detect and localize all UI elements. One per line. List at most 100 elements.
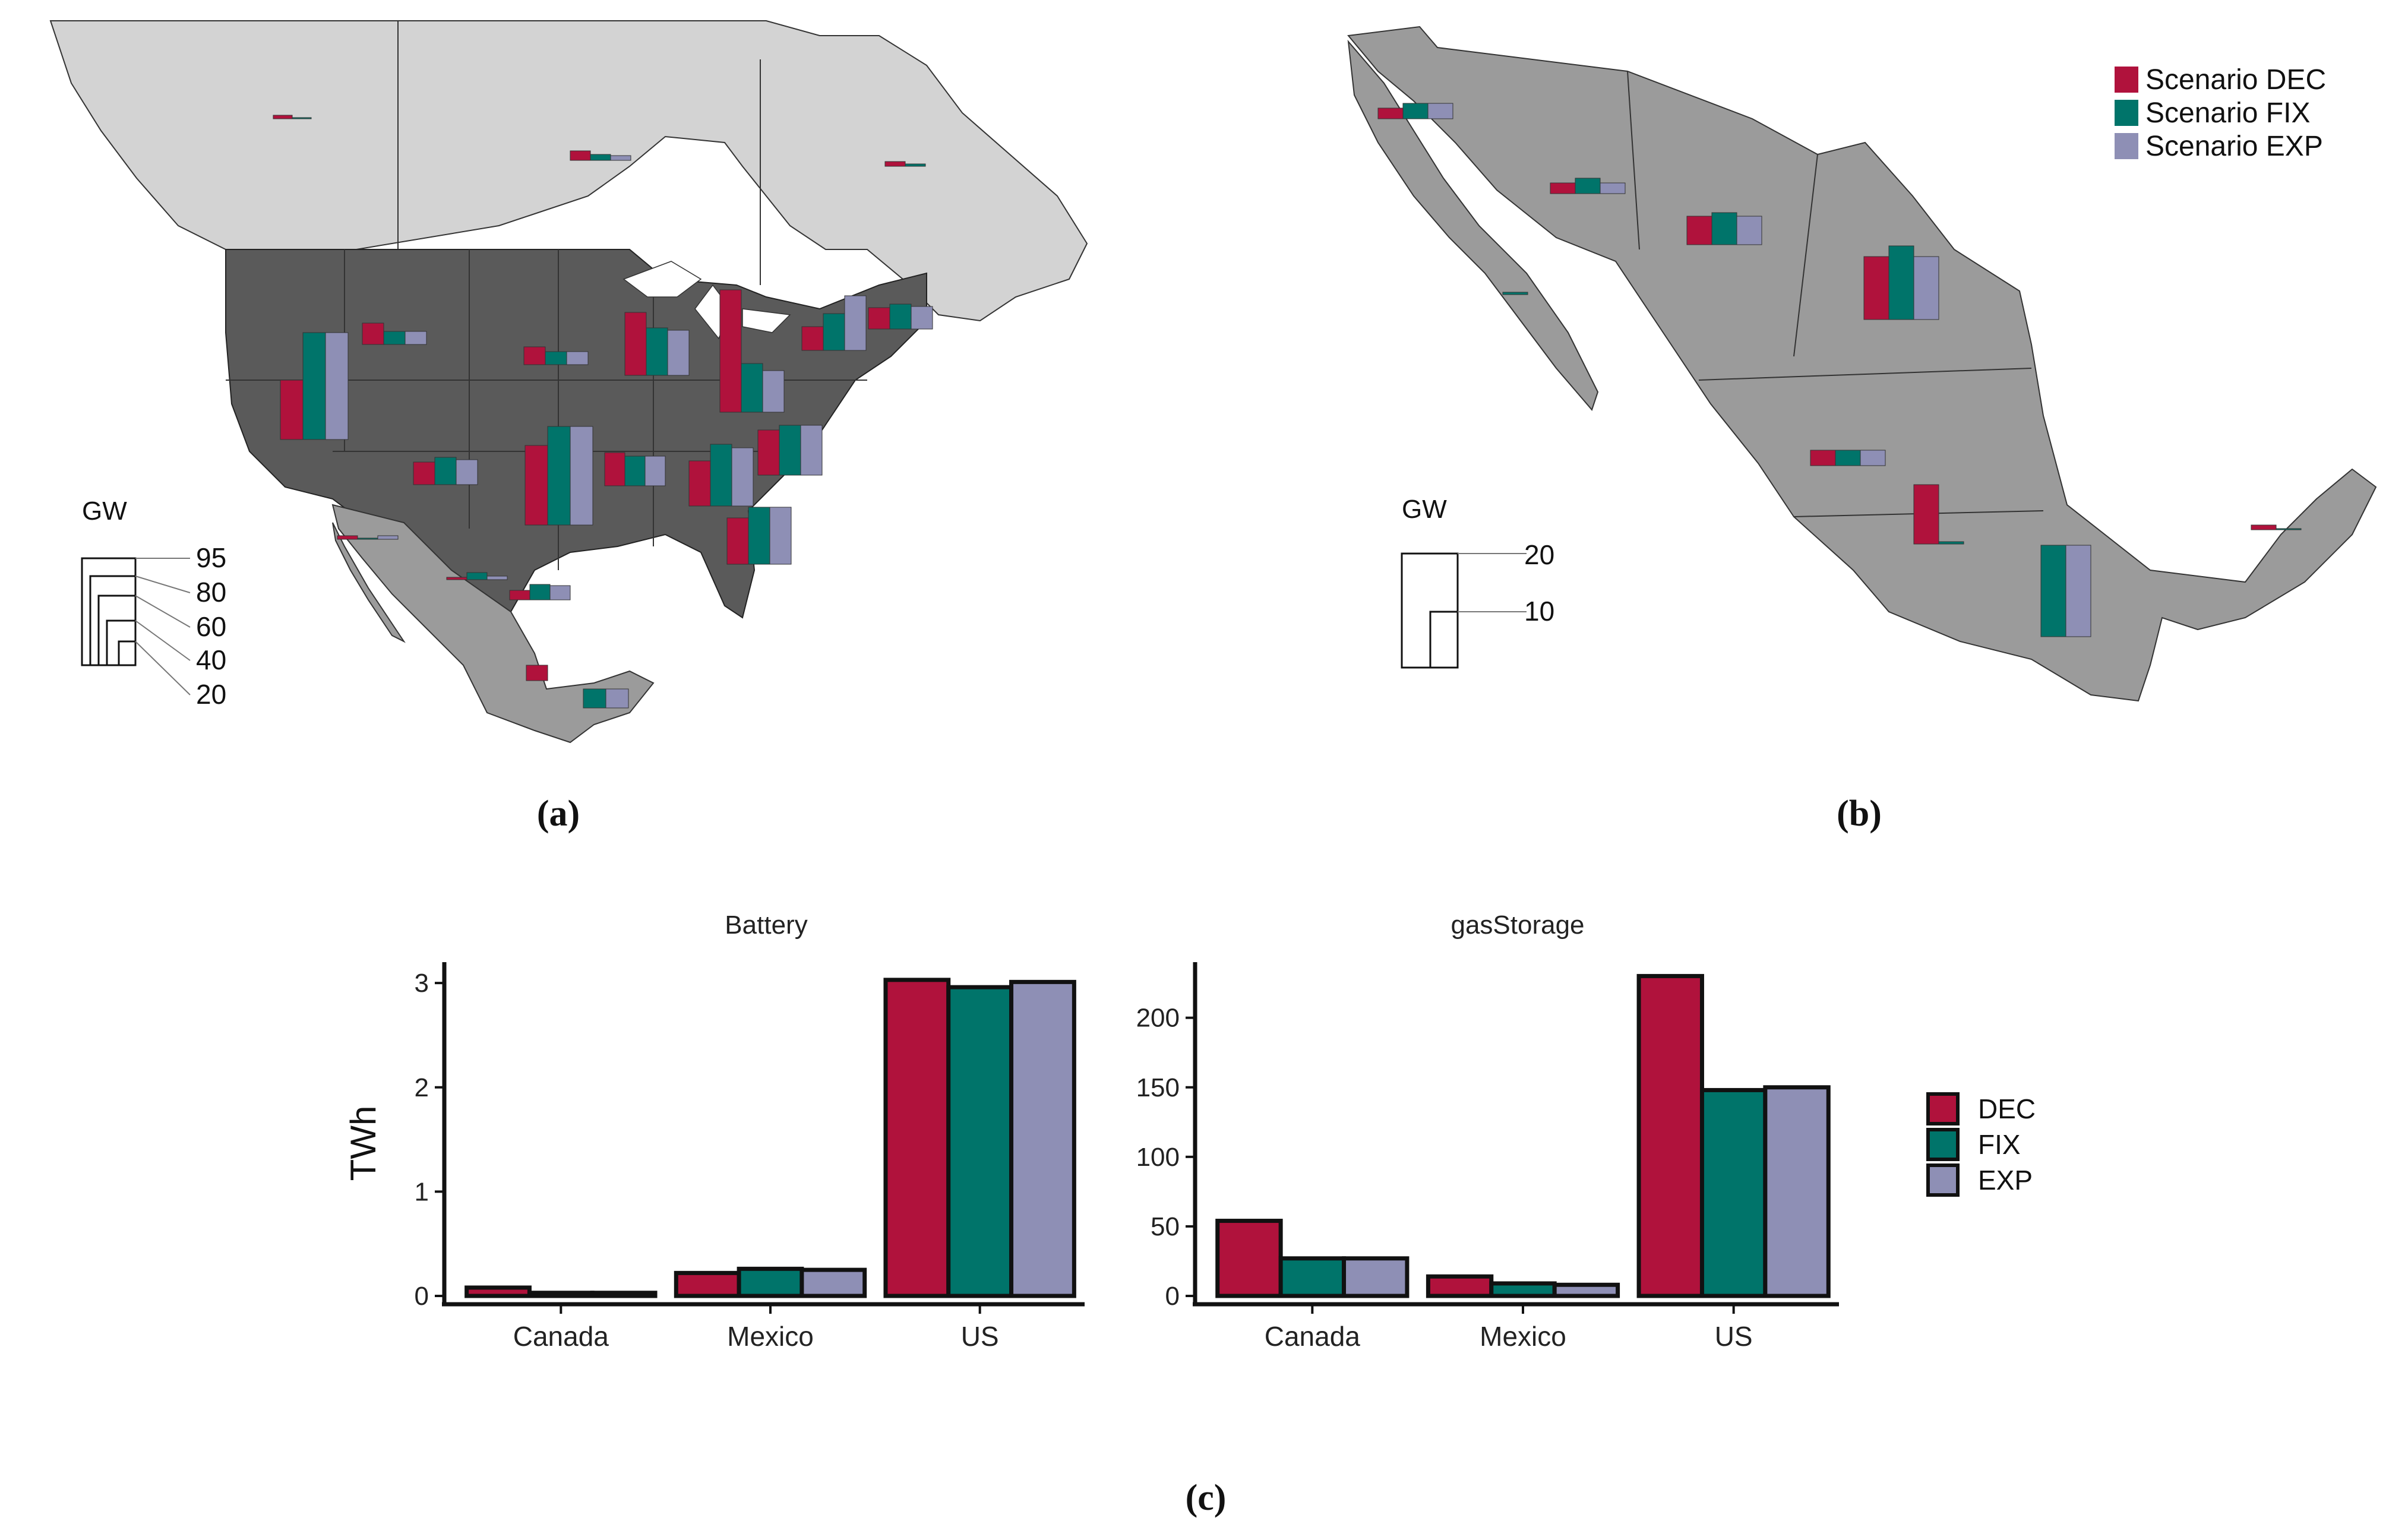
bar-mexico-fix <box>1489 1281 1557 1298</box>
capacity-group <box>688 444 754 507</box>
capacity-group <box>524 426 593 526</box>
capacity-bar-dec <box>2251 524 2277 530</box>
capacity-bar-dec <box>868 307 890 330</box>
capacity-bar-dec <box>801 326 824 351</box>
scale-box-40 <box>106 619 137 666</box>
capacity-bar-fix <box>383 331 406 345</box>
capacity-bar-fix <box>646 327 668 376</box>
panel-a-caption: (a) <box>537 793 580 834</box>
capacity-bar-dec <box>524 445 548 526</box>
capacity-group <box>1810 450 1886 466</box>
capacity-bar-fix <box>748 507 770 565</box>
capacity-bar-exp <box>1427 103 1453 119</box>
legend-swatch-exp <box>2115 133 2138 159</box>
panel-c-charts: Battery TWh 0 1 2 3 Canada Mexico US gasStorag… <box>343 910 2036 1352</box>
capacity-bar-fix <box>302 332 326 440</box>
capacity-bar-dec <box>523 346 546 365</box>
legend-c-swatch-exp <box>1926 1163 1960 1197</box>
y-tick-label: 3 <box>415 969 429 998</box>
capacity-group <box>1550 178 1626 194</box>
capacity-bar-fix <box>1888 245 1914 320</box>
scale-leader-60 <box>135 595 191 628</box>
capacity-bar-fix <box>889 303 912 330</box>
gasstorage-axis: 0 50 100 150 200 Canada Mexico US <box>1136 962 1839 1352</box>
legend-swatch-fix <box>2115 100 2138 126</box>
y-tick-label: 150 <box>1136 1073 1180 1102</box>
capacity-bar-exp <box>566 351 589 365</box>
bar-canada-exp <box>590 1291 658 1298</box>
capacity-bar-fix <box>529 584 551 600</box>
baja-b <box>1347 39 1599 411</box>
legend-label-fix: Scenario FIX <box>2145 97 2310 129</box>
capacity-group <box>1863 245 1939 320</box>
mexico-region-b <box>1347 26 2377 702</box>
capacity-group <box>1913 484 1964 545</box>
capacity-bar-exp <box>549 585 571 600</box>
capacity-bar-dec <box>446 577 467 580</box>
chart-battery: Battery TWh 0 1 2 3 Canada Mexico US <box>343 910 1085 1352</box>
x-tick-label: US <box>961 1321 999 1352</box>
capacity-bar-dec <box>688 460 711 507</box>
capacity-group <box>446 572 508 580</box>
mexico-region-a <box>331 504 655 744</box>
capacity-group <box>604 452 666 486</box>
capacity-bar-fix <box>2040 545 2066 637</box>
legend-c-label-fix: FIX <box>1978 1129 2021 1160</box>
y-tick-label: 0 <box>415 1282 429 1311</box>
capacity-group <box>1686 212 1762 245</box>
capacity-bar-exp <box>911 306 933 330</box>
capacity-bar-dec <box>509 590 530 600</box>
x-tick-label: Mexico <box>1480 1321 1566 1352</box>
panel-b-scenario-legend: Scenario DEC Scenario FIX Scenario EXP <box>2115 64 2326 162</box>
capacity-bar-exp <box>377 535 399 540</box>
capacity-group <box>719 289 785 413</box>
capacity-bar-exp <box>644 456 666 486</box>
capacity-bar-dec <box>1377 107 1404 119</box>
scale-label-20-b: 20 <box>1524 539 1554 570</box>
battery-axis: 0 1 2 3 Canada Mexico US <box>415 962 1085 1352</box>
capacity-bar-fix <box>545 351 567 365</box>
capacity-bar-fix <box>1711 212 1737 245</box>
capacity-bar-fix <box>779 425 801 476</box>
baja-a <box>332 522 406 643</box>
capacity-group <box>868 303 933 330</box>
bar-us-fix <box>946 985 1014 1298</box>
y-tick-label: 50 <box>1151 1212 1180 1241</box>
bar-us-exp <box>1009 979 1076 1298</box>
capacity-bar-exp <box>1736 216 1762 245</box>
bar-canada-fix <box>1278 1256 1347 1298</box>
capacity-bar-exp <box>405 331 427 345</box>
capacity-bar-exp <box>570 426 593 526</box>
capacity-bar-fix <box>1575 178 1601 194</box>
capacity-bar-exp <box>769 507 792 565</box>
panel-b-gw-title: GW <box>1402 495 1447 524</box>
bar-mexico-dec <box>1426 1274 1494 1298</box>
y-tick-label: 100 <box>1136 1143 1180 1172</box>
capacity-bar-dec <box>337 535 358 540</box>
scale-label-80: 80 <box>196 577 226 608</box>
x-tick-label: US <box>1715 1321 1753 1352</box>
capacity-group <box>801 295 867 351</box>
capacity-bar-fix <box>710 444 732 507</box>
mx-boundary-3 <box>1698 368 2032 381</box>
capacity-bar-fix <box>1402 103 1429 119</box>
panel-b-map <box>1347 26 2377 702</box>
capacity-bar-fix <box>590 154 611 161</box>
capacity-bar-dec <box>280 380 304 440</box>
scale-leader-40 <box>135 620 191 661</box>
capacity-group <box>726 507 792 565</box>
bar-canada-exp <box>1342 1256 1410 1298</box>
capacity-bar-dec <box>1863 256 1889 320</box>
capacity-group <box>523 346 589 365</box>
capacity-bar-exp <box>610 155 631 161</box>
scale-label-20: 20 <box>196 679 226 710</box>
scale-leader-20 <box>135 641 191 695</box>
capacity-bar-exp <box>1913 256 1939 320</box>
capacity-bar-exp <box>325 332 349 440</box>
legend-c-label-exp: EXP <box>1978 1165 2033 1196</box>
capacity-bar-exp <box>2065 545 2091 637</box>
capacity-group <box>526 665 548 681</box>
capacity-bar-exp <box>800 425 823 476</box>
y-tick-label: 200 <box>1136 1004 1180 1033</box>
capacity-bar-exp <box>1860 450 1886 466</box>
